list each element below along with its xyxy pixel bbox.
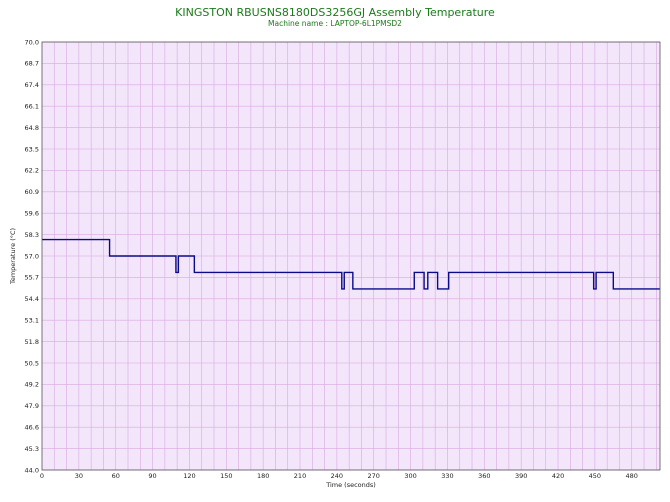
- x-tick-label: 30: [75, 472, 83, 480]
- y-tick-label: 46.6: [25, 424, 39, 432]
- x-tick-label: 270: [368, 472, 380, 480]
- x-tick-label: 90: [148, 472, 156, 480]
- y-tick-label: 47.9: [25, 402, 39, 410]
- y-tick-label: 55.7: [25, 274, 39, 282]
- chart-subtitle: Machine name : LAPTOP-6L1PMSD2: [268, 19, 402, 28]
- y-tick-label: 59.6: [25, 210, 39, 218]
- x-tick-label: 240: [331, 472, 343, 480]
- y-tick-label: 66.1: [25, 103, 39, 111]
- y-axis-label: Temperature (°C): [9, 228, 17, 285]
- y-tick-label: 50.5: [25, 359, 39, 367]
- x-tick-label: 300: [404, 472, 416, 480]
- y-tick-label: 45.3: [25, 445, 39, 453]
- series-layer: [42, 238, 660, 290]
- y-tick-label: 64.8: [25, 124, 39, 132]
- tick-labels: 44.0 45.3 46.6 47.9 49.2 50.5 51.8 53.1 54.4 55.7…: [25, 38, 638, 480]
- y-tick-label: 58.3: [25, 231, 39, 239]
- y-tick-label: 53.1: [25, 317, 39, 325]
- y-tick-label: 44.0: [25, 466, 39, 474]
- temperature-series-line: [42, 238, 660, 290]
- x-axis-label: Time (seconds): [325, 481, 376, 489]
- x-tick-label: 120: [183, 472, 195, 480]
- y-tick-label: 54.4: [25, 295, 39, 303]
- plot-border: [41, 41, 661, 471]
- x-tick-label: 420: [552, 472, 564, 480]
- x-tick-label: 330: [441, 472, 453, 480]
- x-tick-label: 360: [478, 472, 490, 480]
- y-tick-label: 60.9: [25, 188, 39, 196]
- x-tick-label: 150: [220, 472, 232, 480]
- y-tick-label: 57.0: [25, 252, 39, 260]
- y-tick-label: 49.2: [25, 381, 39, 389]
- x-tick-label: 0: [40, 472, 44, 480]
- x-tick-label: 180: [257, 472, 269, 480]
- x-tick-label: 480: [626, 472, 638, 480]
- x-tick-label: 450: [589, 472, 601, 480]
- x-tick-label: 60: [112, 472, 120, 480]
- y-tick-label: 68.7: [25, 60, 39, 68]
- y-tick-label: 63.5: [25, 145, 39, 153]
- y-tick-label: 70.0: [25, 38, 39, 46]
- chart-title: KINGSTON RBUSNS8180DS3256GJ Assembly Tem…: [175, 6, 495, 19]
- y-tick-label: 62.2: [25, 167, 39, 175]
- x-tick-label: 390: [515, 472, 527, 480]
- y-tick-label: 51.8: [25, 338, 39, 346]
- y-tick-label: 67.4: [25, 81, 39, 89]
- x-tick-label: 210: [294, 472, 306, 480]
